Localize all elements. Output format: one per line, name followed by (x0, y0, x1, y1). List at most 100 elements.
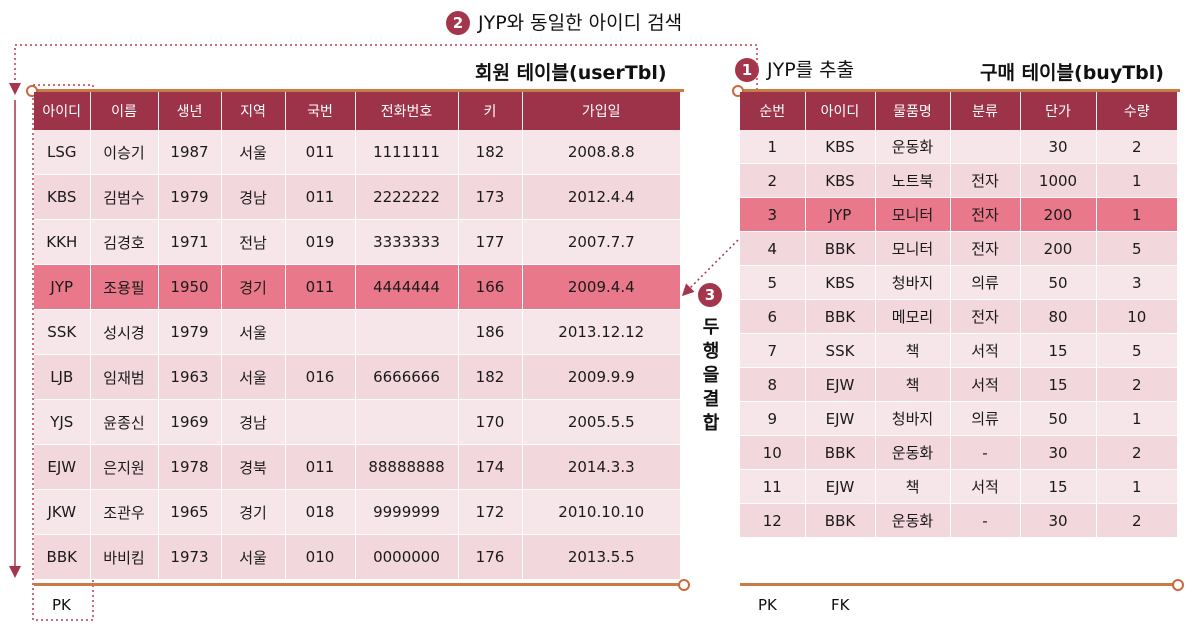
buy-table-cell: 3 (740, 197, 806, 232)
buy-table-cell: SSK (805, 333, 876, 368)
buy-fk-label: FK (831, 596, 850, 614)
buy-table-cell: 15 (1020, 333, 1097, 368)
buy-table-cell: 8 (740, 367, 806, 402)
buy-table-cell: 5 (740, 265, 806, 300)
buy-table-cell: 30 (1020, 435, 1097, 470)
buy-table-row: 10 BBK 운동화 -30 2 (740, 435, 1177, 470)
buy-table-bottom-bar (740, 583, 1180, 586)
user-table-cell: JKW (34, 489, 91, 535)
user-table-row: YJS 윤종신 1969 경남 170 2005.5.5 (34, 399, 680, 445)
user-table-cell: 186 (458, 309, 523, 355)
user-table-cell: 2014.3.3 (522, 444, 680, 490)
user-table-cell: 바비킴 (90, 534, 159, 580)
user-table-cell: 경북 (221, 444, 286, 490)
buy-table-cell: 7 (740, 333, 806, 368)
buy-table-cell: 4 (740, 231, 806, 266)
user-table-row: LSG 이승기 1987 서울 011 1111111 182 2008.8.8 (34, 130, 680, 175)
user-table-cell: 성시경 (90, 309, 159, 355)
buy-table-cell: 책 (875, 333, 951, 368)
buy-table-cell: 5 (1096, 231, 1177, 266)
buy-table-cell: 전자 (950, 197, 1021, 232)
user-table-cell: BBK (34, 534, 91, 580)
user-table-cell: EJW (34, 444, 91, 490)
buy-table-cell: BBK (805, 299, 876, 334)
user-table-cell: 170 (458, 399, 523, 445)
buy-table-cell: 6 (740, 299, 806, 334)
user-table-cell: 2007.7.7 (522, 219, 680, 265)
user-table-cell: 3333333 (355, 219, 459, 265)
user-table-cell: 2008.8.8 (522, 130, 680, 175)
buy-table-row: 6 BBK 메모리 전자 80 10 (740, 299, 1177, 334)
buy-table-cell (950, 130, 1021, 164)
buy-table-cell: KBS (805, 265, 876, 300)
buy-table-cell: 운동화 (875, 130, 951, 164)
user-table-cell: 0000000 (355, 534, 459, 580)
user-table-cell: 2012.4.4 (522, 174, 680, 220)
buy-table-cell: 전자 (950, 231, 1021, 266)
buy-table-cell: 2 (1096, 503, 1177, 538)
user-table-cell (355, 309, 459, 355)
user-table-cell: 1963 (158, 354, 222, 400)
user-table-cell: 1979 (158, 309, 222, 355)
buy-table: 순번 아이디 물품명 분류 단가 수량 1 KBS 운동화 30 2 2 KBS 노트북 전자 1000 1 3… (740, 92, 1177, 538)
user-table-cell: 182 (458, 130, 523, 175)
buy-table-cell: EJW (805, 469, 876, 504)
buy-table-cell: 운동화 (875, 435, 951, 470)
buy-table-cell: 서적 (950, 333, 1021, 368)
user-table-cell: SSK (34, 309, 91, 355)
buy-table-cell: 1 (1096, 469, 1177, 504)
user-table-cell: 2013.12.12 (522, 309, 680, 355)
user-table: 아이디 이름 생년 지역 국번 전화번호 키 가입일 LSG 이승기 1987 서울 011 11111… (34, 92, 680, 580)
buy-table-cell: 12 (740, 503, 806, 538)
user-table-cell: 010 (285, 534, 356, 580)
user-table-cell: 1971 (158, 219, 222, 265)
buy-table-cell: 노트북 (875, 163, 951, 198)
step-3-badge: 3 (698, 283, 722, 307)
user-table-bottom-knob (678, 579, 690, 591)
buy-pk-label: PK (758, 596, 777, 614)
user-table-header-cell: 지역 (221, 92, 286, 130)
user-table-cell: 177 (458, 219, 523, 265)
user-table-cell: 1978 (158, 444, 222, 490)
buy-table-cell: JYP (805, 197, 876, 232)
user-table-cell: 018 (285, 489, 356, 535)
buy-table-header-cell: 분류 (950, 92, 1021, 130)
step-2-label: JYP와 동일한 아이디 검색 (478, 12, 683, 34)
buy-table-cell: 모니터 (875, 197, 951, 232)
buy-table-title: 구매 테이블(buyTbl) (980, 62, 1164, 84)
buy-table-row: 8 EJW 책 서적 15 2 (740, 367, 1177, 402)
user-table-cell: 경남 (221, 399, 286, 445)
user-table-cell (285, 309, 356, 355)
user-table-cell: 1950 (158, 264, 222, 310)
user-table-cell (355, 399, 459, 445)
user-table-cell: 서울 (221, 309, 286, 355)
user-table-cell: 2005.5.5 (522, 399, 680, 445)
buy-table-cell: 1 (1096, 197, 1177, 232)
pk-box-user (32, 84, 94, 621)
user-table-cell: 조관우 (90, 489, 159, 535)
buy-table-row: 11 EJW 책 서적 15 1 (740, 469, 1177, 504)
buy-table-cell: 10 (740, 435, 806, 470)
user-table-cell: 윤종신 (90, 399, 159, 445)
user-table-cell: 1987 (158, 130, 222, 175)
search-path-line (9, 44, 758, 210)
buy-table-cell: 9 (740, 401, 806, 436)
user-table-cell: 011 (285, 444, 356, 490)
buy-table-cell: 전자 (950, 163, 1021, 198)
user-table-header-cell: 이름 (90, 92, 159, 130)
user-table-cell: 1979 (158, 174, 222, 220)
user-table-row: JYP 조용필 1950 경기 011 4444444 166 2009.4.4 (34, 264, 680, 310)
buy-table-top-bar (740, 89, 1180, 92)
user-table-cell: 김범수 (90, 174, 159, 220)
user-table-cell: LSG (34, 130, 91, 175)
user-table-title: 회원 테이블(userTbl) (475, 62, 667, 84)
buy-table-cell: 서적 (950, 469, 1021, 504)
step-1-badge: 1 (735, 58, 759, 82)
buy-table-cell: KBS (805, 163, 876, 198)
user-table-cell: 1111111 (355, 130, 459, 175)
buy-table-cell: 2 (1096, 130, 1177, 164)
buy-table-cell: 3 (1096, 265, 1177, 300)
user-table-cell: 172 (458, 489, 523, 535)
user-table-cell: 2222222 (355, 174, 459, 220)
buy-table-cell: 책 (875, 469, 951, 504)
